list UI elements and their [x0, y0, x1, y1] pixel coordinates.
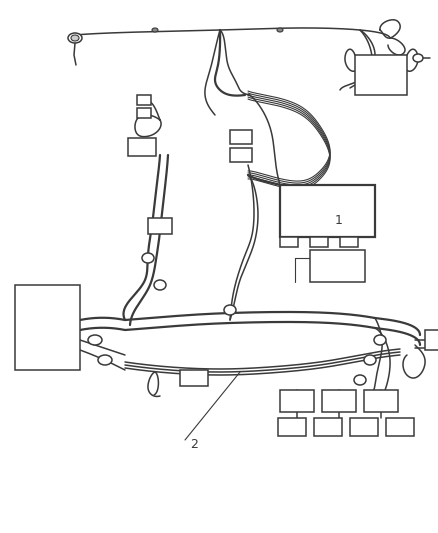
- Bar: [128, 138, 155, 156]
- Bar: [321, 390, 355, 412]
- Bar: [137, 108, 151, 118]
- Bar: [180, 370, 208, 386]
- Ellipse shape: [363, 355, 375, 365]
- Bar: [28, 295, 60, 309]
- Bar: [424, 330, 438, 350]
- Bar: [313, 418, 341, 436]
- Bar: [137, 95, 151, 105]
- Ellipse shape: [141, 253, 154, 263]
- Text: 2: 2: [190, 439, 198, 451]
- Ellipse shape: [98, 355, 112, 365]
- Ellipse shape: [88, 335, 102, 345]
- Bar: [279, 237, 297, 247]
- Bar: [349, 418, 377, 436]
- Bar: [339, 237, 357, 247]
- Bar: [28, 331, 60, 345]
- Bar: [148, 218, 172, 234]
- Ellipse shape: [154, 280, 166, 290]
- Bar: [230, 130, 251, 144]
- Bar: [277, 418, 305, 436]
- Ellipse shape: [223, 305, 236, 315]
- Ellipse shape: [276, 28, 283, 32]
- Ellipse shape: [71, 35, 79, 41]
- Bar: [309, 250, 364, 282]
- Bar: [279, 185, 374, 237]
- Ellipse shape: [353, 375, 365, 385]
- Bar: [15, 285, 80, 370]
- Ellipse shape: [373, 335, 385, 345]
- Bar: [279, 390, 313, 412]
- Text: 1: 1: [334, 214, 342, 227]
- Ellipse shape: [412, 54, 422, 62]
- Bar: [309, 237, 327, 247]
- Ellipse shape: [68, 33, 82, 43]
- Bar: [363, 390, 397, 412]
- Bar: [28, 313, 60, 327]
- Bar: [385, 418, 413, 436]
- Bar: [230, 148, 251, 162]
- Bar: [354, 55, 406, 95]
- Ellipse shape: [152, 28, 158, 32]
